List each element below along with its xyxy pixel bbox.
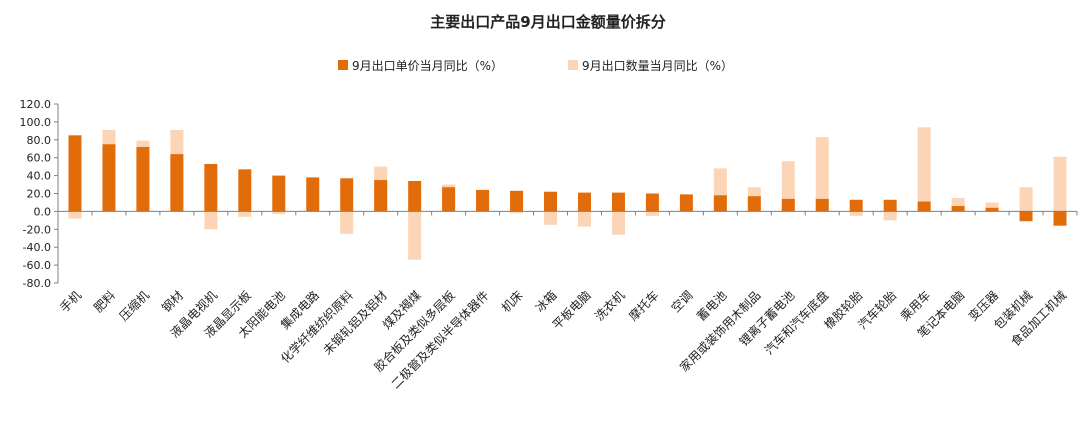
- quantity-bar: [611, 211, 625, 235]
- chart-title: 主要出口产品9月出口金额量价拆分: [430, 13, 665, 31]
- x-category-label: 机床: [499, 288, 526, 315]
- y-tick-label: -60.0: [23, 259, 51, 272]
- y-tick-label: 40.0: [27, 170, 52, 183]
- legend-swatch-unit-price: [338, 60, 348, 70]
- x-category-label: 汽车轮胎: [855, 288, 900, 333]
- y-axis: 120.0 100.0 80.0 60.0 40.0 20.0 0.0 -20.0 -40.0 -…: [20, 98, 59, 290]
- unit-price-bar: [238, 169, 252, 212]
- unit-price-bar: [170, 154, 184, 212]
- quantity-bar: [544, 211, 558, 225]
- quantity-bar: [272, 211, 286, 215]
- legend-label-quantity: 9月出口数量当月同比（%）: [582, 58, 733, 73]
- unit-price-bar: [747, 196, 761, 212]
- y-tick-label: -20.0: [23, 223, 51, 236]
- unit-price-bars: [68, 135, 1067, 226]
- x-category-label: 空调: [669, 288, 696, 315]
- unit-price-bar: [306, 177, 320, 212]
- quantity-bar: [68, 211, 82, 219]
- y-tick-label: 120.0: [20, 98, 52, 111]
- unit-price-bar: [374, 180, 388, 212]
- quantity-bar: [645, 211, 659, 216]
- unit-price-bar: [611, 192, 625, 212]
- y-tick-label: -80.0: [23, 277, 51, 290]
- x-category-label: 钢材: [159, 288, 186, 315]
- quantity-bar: [204, 211, 218, 230]
- x-category-label: 洗衣机: [591, 288, 627, 324]
- unit-price-bar: [781, 198, 795, 212]
- x-category-label: 摩托车: [625, 288, 661, 324]
- unit-price-bar: [815, 198, 829, 212]
- x-category-label: 手机: [57, 288, 84, 315]
- quantity-bar: [815, 137, 829, 212]
- unit-price-bar: [204, 163, 218, 212]
- unit-price-bar: [917, 201, 931, 212]
- unit-price-bar: [1053, 211, 1067, 226]
- x-category-label: 压缩机: [116, 288, 152, 324]
- quantity-bar: [917, 127, 931, 212]
- legend: 9月出口单价当月同比（%） 9月出口数量当月同比（%）: [338, 58, 733, 73]
- unit-price-bar: [408, 180, 422, 212]
- quantity-bar: [340, 211, 354, 234]
- quantity-bar: [883, 211, 897, 221]
- unit-price-bar: [713, 195, 727, 212]
- unit-price-bar: [544, 191, 558, 212]
- unit-price-bar: [1019, 211, 1033, 222]
- legend-label-unit-price: 9月出口单价当月同比（%）: [352, 59, 503, 73]
- y-tick-label: 80.0: [27, 134, 52, 147]
- unit-price-bar: [577, 192, 591, 212]
- quantity-bar: [849, 211, 863, 216]
- quantity-bar: [408, 211, 422, 260]
- y-tick-label: 60.0: [27, 152, 52, 165]
- x-category-label: 肥料: [91, 288, 118, 315]
- quantity-bar: [510, 211, 524, 214]
- unit-price-bar: [442, 187, 456, 212]
- unit-price-bar: [510, 190, 524, 212]
- quantity-bar: [1019, 187, 1033, 212]
- y-tick-label: 100.0: [20, 116, 52, 129]
- y-tick-label: -40.0: [23, 241, 51, 254]
- unit-price-bar: [883, 199, 897, 212]
- unit-price-bar: [985, 207, 999, 212]
- quantity-bar: [238, 211, 252, 217]
- unit-price-bar: [272, 175, 286, 212]
- unit-price-bar: [102, 144, 116, 212]
- quantity-bars: [68, 127, 1067, 260]
- unit-price-bar: [645, 193, 659, 212]
- quantity-bar: [577, 211, 591, 227]
- y-tick-label: 20.0: [27, 188, 52, 201]
- unit-price-bar: [340, 178, 354, 212]
- unit-price-bar: [849, 199, 863, 212]
- unit-price-bar: [679, 194, 693, 212]
- unit-price-bar: [476, 189, 490, 212]
- unit-price-bar: [951, 206, 965, 212]
- x-category-label: 冰箱: [532, 288, 560, 316]
- unit-price-bar: [68, 135, 82, 212]
- unit-price-bar: [136, 146, 150, 212]
- quantity-bar: [985, 202, 999, 212]
- quantity-bar: [1053, 156, 1067, 212]
- y-tick-label: 0.0: [34, 205, 52, 218]
- legend-swatch-quantity: [568, 60, 578, 70]
